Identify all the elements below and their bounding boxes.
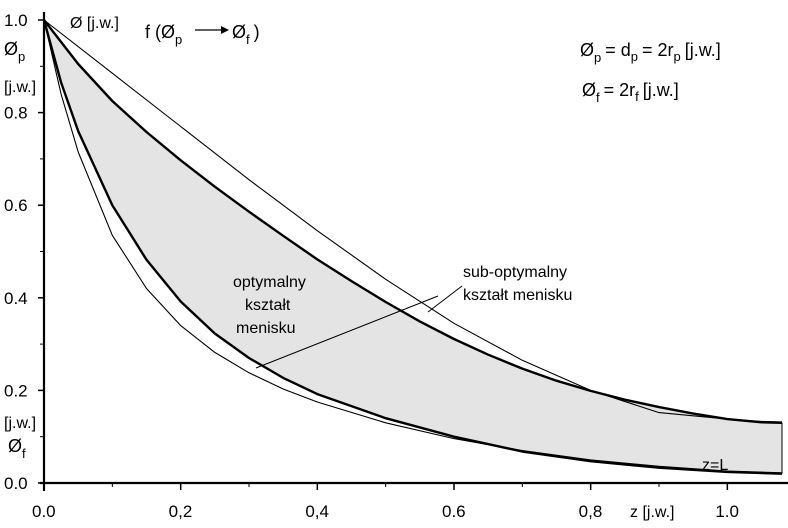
x-tick-label: 0,8 [579,502,603,521]
optimal-leader-line [255,295,439,369]
y-axis-bottom-unit: [j.w.] [4,415,36,432]
x-axis-label: z [j.w.] [630,504,674,521]
curve-upper-thin [43,19,783,423]
svg-text:f (Øp: f (Øp [145,22,182,47]
func-sub-f: f [246,32,250,47]
y-axis-top-unit: [j.w.] [4,79,36,96]
func-sub-p: p [175,32,182,47]
x-tick-label: 0,2 [169,502,193,521]
y-tick-label: 0.8 [4,104,28,123]
svg-text:Øp= dp= 2rp[j.w.]: Øp = dp = 2rp [j.w.] [580,40,721,65]
curve-lower-thin [43,19,783,474]
y-axis-top-label: Ø [j.w.] [70,15,119,32]
end-label-z-equals-l: z=L [702,457,728,474]
svg-text:kształt: kształt [245,297,291,314]
x-tick-label: 0.0 [32,502,56,521]
y-tick-label: 0.2 [4,381,28,400]
y-tick-label: 0.4 [4,289,28,308]
y-tick-label: 0.0 [4,474,28,493]
x-tick-label: 0,4 [305,502,329,521]
svg-text:optymalny: optymalny [233,274,306,291]
svg-text:Øp: Øp [4,39,25,64]
func-prefix: f (Ø [145,22,175,42]
svg-text:Øf: Øf [8,436,26,461]
svg-text:sub-optymalny: sub-optymalny [463,264,567,281]
curve-lower-thick [42,19,783,475]
func-suffix: ) [254,22,260,42]
suboptimal-shape-label: sub-optymalny kształt menisku [463,264,572,304]
x-tick-label: 1.0 [715,502,739,521]
formula-diameter-p: Øp = dp = 2rp [j.w.] [580,40,721,65]
curve-upper-thick [43,19,783,424]
y-tick-label: 0.6 [4,196,28,215]
formula-diameter-f: Øf = 2rf [j.w.] [582,80,679,105]
func-mid: Ø [232,22,246,42]
suboptimal-leader-line [427,285,463,313]
y-tick-label: 1.0 [4,11,28,30]
svg-text:Øf): Øf) [232,22,260,47]
svg-text:Øf= 2rf[j.w.]: Øf = 2rf [j.w.] [582,80,679,105]
svg-text:kształt menisku: kształt menisku [463,287,572,304]
svg-text:menisku: menisku [236,320,296,337]
func-arrow-head [221,26,229,34]
function-label: f (Øp Øf) [145,22,260,47]
y-axis-bottom-symbol: [j.w.] Øf [4,415,36,461]
y-axis-top-symbol: Øp [j.w.] [4,39,36,96]
optimal-shape-label: optymalny kształt menisku [233,274,306,337]
optimal-band-fill [44,20,782,474]
x-tick-label: 0.6 [442,502,466,521]
